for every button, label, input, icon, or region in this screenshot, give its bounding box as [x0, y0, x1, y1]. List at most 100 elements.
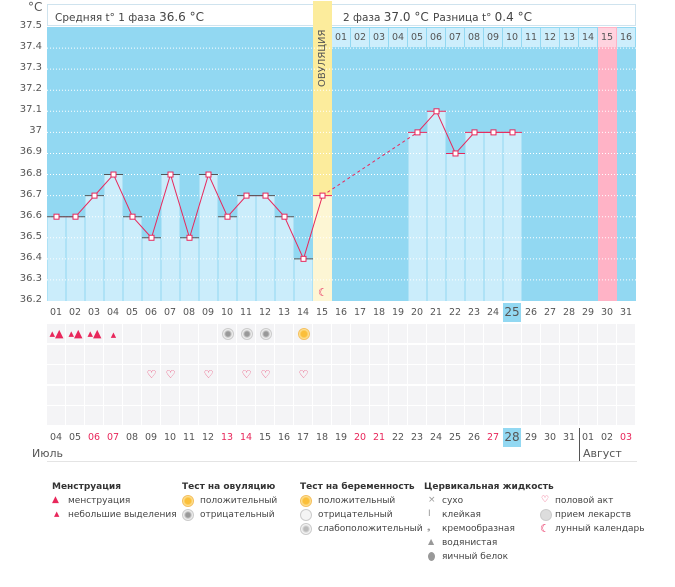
mark-cell[interactable] [370, 406, 388, 425]
mark-cell[interactable] [332, 324, 350, 343]
mark-cell[interactable] [47, 385, 65, 405]
mark-cell[interactable] [370, 365, 388, 384]
mark-cell[interactable] [579, 324, 597, 343]
mark-cell[interactable] [465, 324, 483, 343]
mark-cell[interactable] [598, 385, 616, 405]
mark-cell[interactable] [313, 324, 331, 343]
mark-cell[interactable] [47, 365, 65, 384]
mark-cell[interactable] [617, 365, 635, 384]
mark-cell[interactable] [351, 365, 369, 384]
cycle-day-label[interactable]: 06 [144, 307, 158, 318]
mark-cell[interactable] [541, 344, 559, 364]
mark-cell[interactable] [161, 365, 179, 384]
mark-cell[interactable] [427, 385, 445, 405]
cycle-day-label[interactable]: 04 [106, 307, 120, 318]
mark-cell[interactable] [541, 385, 559, 405]
mark-cell[interactable] [579, 406, 597, 425]
mark-cell[interactable] [408, 324, 426, 343]
cycle-day-label[interactable]: 14 [296, 307, 310, 318]
mark-cell[interactable] [522, 406, 540, 425]
cycle-day-label[interactable]: 17 [353, 307, 367, 318]
mark-cell[interactable] [522, 344, 540, 364]
mark-cell[interactable] [275, 365, 293, 384]
cycle-day-label[interactable]: 02 [68, 307, 82, 318]
cycle-day-label[interactable]: 18 [372, 307, 386, 318]
mark-cell[interactable] [465, 406, 483, 425]
mark-cell[interactable] [484, 344, 502, 364]
mark-cell[interactable] [294, 344, 312, 364]
mark-cell[interactable] [598, 406, 616, 425]
mark-cell[interactable] [351, 344, 369, 364]
mark-cell[interactable] [85, 385, 103, 405]
cycle-day-label[interactable]: 26 [524, 307, 538, 318]
mark-cell[interactable] [199, 344, 217, 364]
mark-cell[interactable] [484, 324, 502, 343]
mark-cell[interactable] [142, 406, 160, 425]
mark-cell[interactable] [408, 344, 426, 364]
mark-cell[interactable] [313, 365, 331, 384]
mark-cell[interactable] [275, 324, 293, 343]
mark-cell[interactable] [218, 365, 236, 384]
mark-cell[interactable] [446, 385, 464, 405]
mark-cell[interactable] [123, 344, 141, 364]
mark-cell[interactable] [142, 324, 160, 343]
cycle-day-label[interactable]: 05 [125, 307, 139, 318]
mark-cell[interactable] [408, 365, 426, 384]
mark-cell[interactable] [389, 344, 407, 364]
mark-cell[interactable] [237, 406, 255, 425]
cycle-day-label[interactable]: 25 [503, 303, 521, 322]
mark-cell[interactable] [256, 365, 274, 384]
mark-cell[interactable] [484, 385, 502, 405]
mark-cell[interactable] [237, 365, 255, 384]
mark-cell[interactable] [123, 365, 141, 384]
mark-cell[interactable] [541, 324, 559, 343]
mark-cell[interactable] [522, 385, 540, 405]
mark-cell[interactable] [427, 324, 445, 343]
mark-cell[interactable] [617, 406, 635, 425]
cycle-day-label[interactable]: 10 [220, 307, 234, 318]
mark-cell[interactable] [351, 385, 369, 405]
mark-cell[interactable] [522, 365, 540, 384]
mark-cell[interactable] [123, 324, 141, 343]
mark-cell[interactable] [199, 365, 217, 384]
mark-cell[interactable] [237, 385, 255, 405]
mark-cell[interactable] [104, 385, 122, 405]
mark-cell[interactable] [503, 324, 521, 343]
mark-cell[interactable] [560, 344, 578, 364]
mark-cell[interactable] [389, 365, 407, 384]
mark-cell[interactable] [104, 324, 122, 343]
cycle-day-label[interactable]: 09 [201, 307, 215, 318]
mark-cell[interactable] [294, 406, 312, 425]
mark-cell[interactable] [294, 365, 312, 384]
mark-cell[interactable] [560, 385, 578, 405]
mark-cell[interactable] [503, 365, 521, 384]
mark-cell[interactable] [180, 406, 198, 425]
mark-cell[interactable] [199, 324, 217, 343]
cycle-day-label[interactable]: 21 [429, 307, 443, 318]
mark-cell[interactable] [560, 324, 578, 343]
mark-cell[interactable] [541, 406, 559, 425]
mark-cell[interactable] [142, 385, 160, 405]
mark-cell[interactable] [256, 344, 274, 364]
mark-cell[interactable] [47, 324, 65, 343]
cycle-day-label[interactable]: 30 [600, 307, 614, 318]
mark-cell[interactable] [142, 344, 160, 364]
mark-cell[interactable] [104, 344, 122, 364]
mark-cell[interactable] [503, 385, 521, 405]
mark-cell[interactable] [47, 406, 65, 425]
mark-cell[interactable] [389, 385, 407, 405]
cycle-day-label[interactable]: 13 [277, 307, 291, 318]
mark-cell[interactable] [503, 406, 521, 425]
mark-cell[interactable] [332, 344, 350, 364]
mark-cell[interactable] [313, 344, 331, 364]
cycle-day-label[interactable]: 01 [49, 307, 63, 318]
mark-cell[interactable] [617, 344, 635, 364]
mark-cell[interactable] [85, 324, 103, 343]
mark-cell[interactable] [104, 365, 122, 384]
mark-cell[interactable] [47, 344, 65, 364]
mark-cell[interactable] [66, 324, 84, 343]
cycle-day-label[interactable]: 03 [87, 307, 101, 318]
mark-cell[interactable] [180, 344, 198, 364]
mark-cell[interactable] [218, 406, 236, 425]
cycle-day-label[interactable]: 27 [543, 307, 557, 318]
